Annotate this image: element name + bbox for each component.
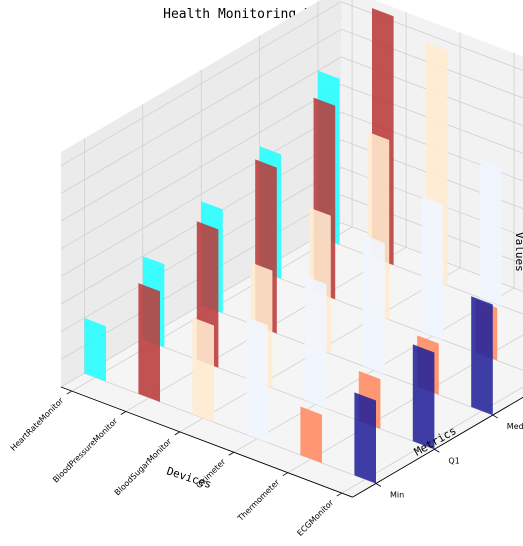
gridlines [60,0,523,494]
z-gridline [60,111,523,277]
bar-BloodPressureMonitor-Min [138,283,160,402]
x-gridline [233,53,515,453]
x-tick-label: Thermometer [235,477,281,523]
x-gridline [341,386,523,494]
x-gridline [179,32,461,433]
x-gridline [125,12,407,412]
bar-Oximeter-Q1 [304,275,327,409]
y-tick [375,483,382,487]
x-axis-label: Devices [165,464,213,491]
bar-Oximeter-Max [480,159,502,306]
y-tick-label: Median [507,422,523,431]
axes-panes [61,0,523,498]
x-tick-label: HeartRateMonitor [9,396,66,453]
x-tick [228,451,235,456]
x-tick-label: ECGMonitor [295,498,335,538]
bar-Oximeter-Median [363,234,385,375]
bar-Oximeter-Q3 [421,196,444,341]
z-gridline [60,56,523,222]
z-axis-label: Values [513,232,523,272]
y-tick [492,414,498,419]
bar-ECGMonitor-Min [354,392,376,484]
x-tick [66,390,73,395]
bar-ECGMonitor-Median [471,296,493,416]
x-axis-line [60,386,353,498]
z-gridline [60,1,523,167]
floor-pane [61,222,523,498]
x-tick [174,431,181,436]
bar-BloodSugarMonitor-Min [192,317,214,423]
x-tick-label: BloodPressureMonitor [51,416,119,484]
bar-HeartRateMonitor-Min [84,318,106,382]
bars-group [84,8,502,484]
x-gridline [287,334,523,474]
bar-Thermometer-Min [300,406,322,464]
z-gridline [60,84,523,250]
axis-lines [60,386,523,498]
x-tick [336,492,343,497]
bar-ECGMonitor-Q1 [412,344,435,450]
y-tick [434,448,440,453]
bar-Oximeter-Min [246,317,268,443]
y-tick-label: Min [390,491,404,500]
z-gridline [60,139,523,305]
y-tick-label: Q1 [448,456,459,465]
z-gridline [60,28,523,194]
x-tick [120,411,127,415]
x-tick-label: BloodSugarMonitor [113,436,174,497]
x-gridline [71,0,353,392]
x-tick [282,472,289,477]
